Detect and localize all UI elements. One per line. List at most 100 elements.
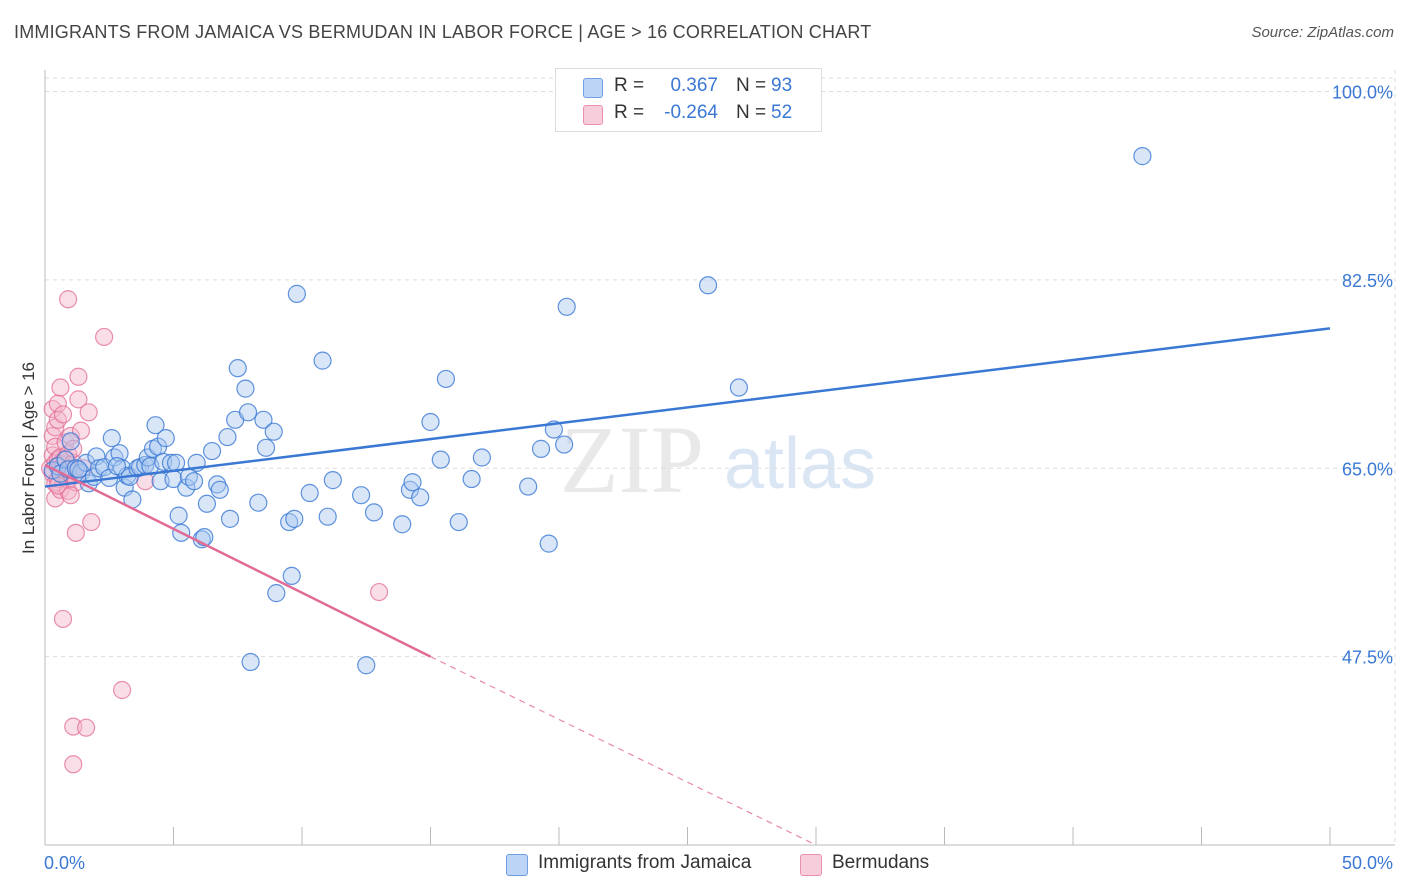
jamaica-trend-line (44, 327, 1331, 488)
bermudans-point (69, 367, 88, 386)
jamaica-point (228, 359, 247, 378)
jamaica-point (557, 297, 576, 316)
jamaica-point (472, 448, 491, 467)
jamaica-point (107, 457, 127, 476)
bermudans-point (82, 512, 101, 532)
legend-r-label: R = (614, 75, 645, 96)
legend-swatch-jamaica (583, 78, 603, 98)
grid-lines (45, 70, 1396, 845)
jamaica-point (555, 435, 574, 454)
jamaica-point (210, 480, 229, 499)
jamaica-point (323, 471, 342, 490)
axis-labels: 47.5% 65.0% 82.5% 100.0% 0.0% 50.0% In Labor F… (19, 83, 1393, 873)
jamaica-point (462, 469, 481, 489)
jamaica-point (202, 441, 222, 461)
bermudans-point (79, 403, 98, 422)
jamaica-point (393, 515, 412, 534)
jamaica-point (280, 512, 299, 532)
jamaica-point (236, 379, 255, 398)
x-tick-label: 50.0% (1342, 853, 1393, 873)
jamaica-point (1133, 147, 1152, 166)
jamaica-point (169, 506, 188, 525)
legend-n-value: 93 (771, 75, 793, 96)
y-tick-label: 82.5% (1342, 271, 1393, 291)
series-label-bermudans: Bermudans (832, 852, 930, 873)
jamaica-point (449, 512, 468, 532)
bermudans-point (64, 717, 83, 736)
jamaica-point (411, 488, 430, 507)
watermark-atlas: atlas (724, 424, 876, 504)
jamaica-point (156, 429, 175, 448)
jamaica-point (519, 477, 538, 496)
jamaica-point (357, 656, 376, 675)
jamaica-point (300, 483, 319, 503)
jamaica-point (241, 652, 260, 672)
bermudans-point (51, 378, 70, 397)
bermudans-point (66, 523, 85, 542)
jamaica-point (267, 584, 286, 603)
jamaica-point (531, 439, 551, 458)
jamaica-point (352, 486, 371, 505)
bermudans-point (59, 290, 78, 309)
jamaica-point (102, 429, 121, 448)
bermudans-point (95, 327, 114, 347)
bermudans-point (370, 582, 389, 602)
source-label: Source: ZipAtlas.com (1251, 24, 1394, 41)
legend-swatch-bermudans (583, 105, 603, 125)
jamaica-point (61, 432, 80, 451)
bermudans-point (48, 410, 67, 429)
jamaica-point (249, 493, 268, 512)
y-axis-title: In Labor Force | Age > 16 (19, 362, 38, 554)
bermudans-point (43, 399, 62, 419)
trend-lines (44, 327, 1331, 846)
jamaica-point (403, 473, 422, 492)
bermudans-trend-extension (430, 656, 817, 846)
x-tick-label: 0.0% (44, 853, 85, 873)
bermudans-point (53, 405, 73, 424)
jamaica-point (431, 450, 450, 469)
jamaica-point (313, 351, 332, 370)
series-legend: Immigrants from Jamaica Bermudans (0, 852, 1406, 878)
bermudans-point (77, 718, 96, 737)
jamaica-point (69, 460, 88, 479)
bermudans-point (61, 486, 80, 505)
series-swatch-bermudans (800, 854, 822, 876)
bermudans-points (41, 290, 389, 774)
jamaica-point (282, 566, 301, 586)
legend-n-value: 52 (771, 102, 793, 123)
jamaica-point (184, 472, 204, 491)
y-tick-label: 65.0% (1342, 459, 1393, 479)
stats-legend: R = 0.367 N = 93 R = -0.264 N = 52 (555, 68, 822, 132)
legend-n-label: N = (736, 75, 767, 96)
jamaica-point (285, 509, 304, 528)
legend-r-label: R = (614, 102, 645, 123)
jamaica-point (254, 410, 273, 429)
y-tick-label: 100.0% (1332, 83, 1393, 103)
jamaica-point (218, 427, 237, 447)
jamaica-point (220, 509, 240, 528)
jamaica-point (197, 494, 217, 513)
series-label-jamaica: Immigrants from Jamaica (538, 852, 752, 873)
jamaica-point (364, 503, 384, 522)
jamaica-point (698, 276, 718, 295)
axes (44, 70, 1395, 846)
legend-n-label: N = (736, 102, 767, 123)
watermark: ZIP atlas (560, 406, 876, 513)
jamaica-point (729, 378, 749, 397)
jamaica-point (238, 403, 258, 422)
jamaica-point (256, 438, 276, 457)
jamaica-point (421, 412, 440, 432)
series-swatch-jamaica (506, 854, 528, 876)
bermudans-trend-line (44, 463, 432, 658)
jamaica-point (436, 369, 456, 389)
chart-title: IMMIGRANTS FROM JAMAICA VS BERMUDAN IN L… (14, 22, 872, 42)
jamaica-point (154, 452, 173, 471)
jamaica-point (287, 284, 306, 303)
y-tick-label: 47.5% (1342, 648, 1393, 668)
jamaica-point (146, 416, 165, 435)
bermudans-point (69, 390, 88, 409)
jamaica-point (539, 534, 558, 553)
jamaica-point (264, 422, 283, 441)
watermark-zip: ZIP (560, 406, 704, 513)
